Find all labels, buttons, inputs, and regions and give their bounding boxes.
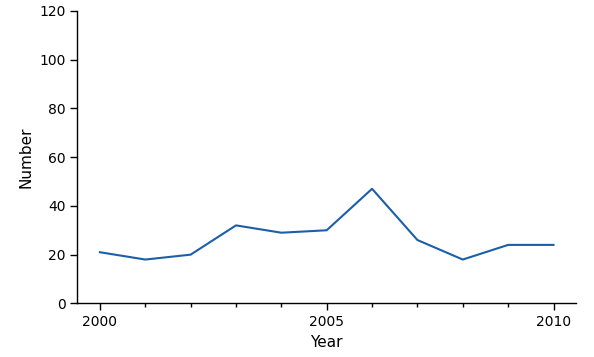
Y-axis label: Number: Number (18, 126, 33, 188)
X-axis label: Year: Year (311, 335, 343, 350)
